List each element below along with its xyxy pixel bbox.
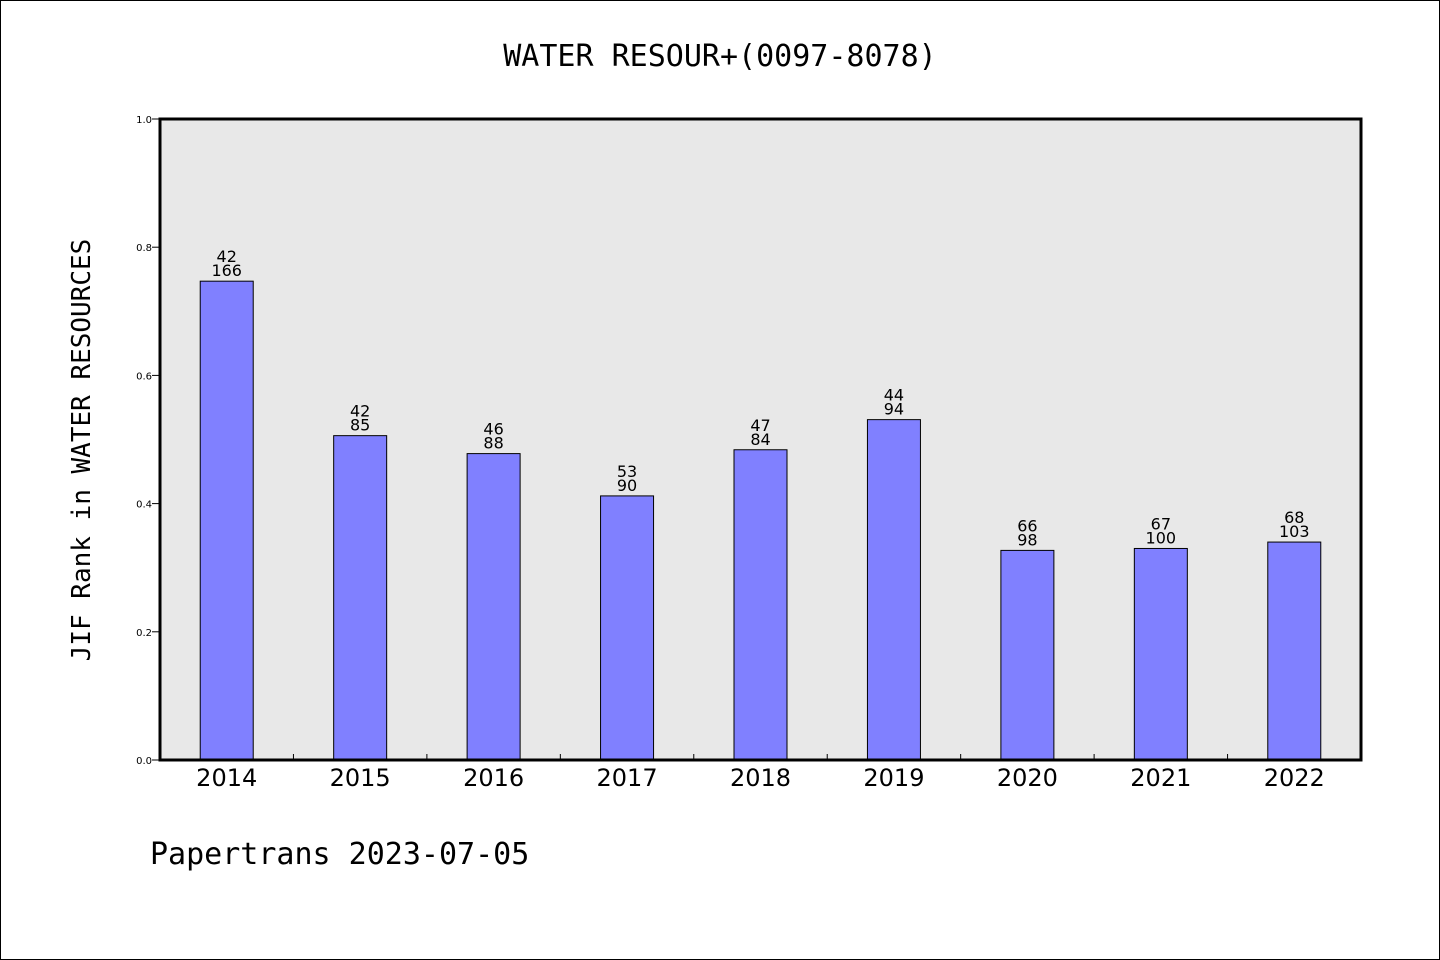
- bar: [333, 435, 388, 761]
- bar: [199, 280, 254, 761]
- x-tick-label: 2021: [1130, 764, 1191, 792]
- x-tick-label: 2016: [463, 764, 524, 792]
- data-label-total: 98: [1017, 530, 1037, 549]
- x-tick-label: 2014: [196, 764, 257, 792]
- data-label-total: 84: [750, 430, 770, 449]
- data-label-total: 100: [1146, 528, 1177, 547]
- plot-frame: [158, 117, 1363, 762]
- x-tick-label: 2022: [1264, 764, 1325, 792]
- x-tick-label: 2018: [730, 764, 791, 792]
- data-label-rank: 42: [217, 247, 237, 266]
- y-tick-label: 1.0: [136, 115, 152, 126]
- data-label-total: 88: [483, 434, 503, 453]
- bar: [600, 495, 655, 761]
- data-label-total: 166: [211, 261, 242, 280]
- bar: [466, 453, 521, 761]
- data-label-rank: 42: [350, 402, 370, 421]
- bar: [866, 419, 921, 761]
- y-tick-label: 0.8: [136, 243, 152, 254]
- chart-title: WATER RESOUR+(0097-8078): [503, 39, 936, 74]
- data-label-rank: 44: [884, 386, 904, 405]
- x-tick-label: 2017: [597, 764, 658, 792]
- bar: [1267, 541, 1322, 761]
- data-label-rank: 66: [1017, 516, 1037, 535]
- data-label-total: 90: [617, 476, 637, 495]
- y-axis-label: JIF Rank in WATER RESOURCES: [67, 239, 97, 662]
- data-label-total: 103: [1279, 522, 1310, 541]
- bar: [1133, 547, 1188, 761]
- x-tick-label: 2015: [330, 764, 391, 792]
- data-label-total: 85: [350, 416, 370, 435]
- data-label-rank: 67: [1151, 514, 1171, 533]
- y-tick-label: 0.2: [136, 628, 152, 639]
- x-tick-label: 2019: [863, 764, 924, 792]
- data-label-rank: 68: [1284, 508, 1304, 527]
- y-tick-label: 0.4: [136, 500, 152, 511]
- bar: [733, 449, 788, 761]
- data-label-rank: 47: [750, 416, 770, 435]
- data-label-rank: 53: [617, 462, 637, 481]
- y-ticks-group: 0.0 0.2 0.4 0.6 0.8 1.0: [136, 115, 160, 767]
- footer-credit: Papertrans 2023-07-05: [150, 837, 529, 872]
- x-tick-label: 2020: [997, 764, 1058, 792]
- data-label-rank: 46: [483, 420, 503, 439]
- data-label-total: 94: [884, 400, 904, 419]
- x-ticks-group: 2014 2015 2016 2017 2018 2019 2020 2021 2022: [196, 754, 1325, 792]
- bar: [1000, 549, 1055, 761]
- y-tick-label: 0.6: [136, 371, 152, 382]
- y-tick-label: 0.0: [136, 756, 152, 767]
